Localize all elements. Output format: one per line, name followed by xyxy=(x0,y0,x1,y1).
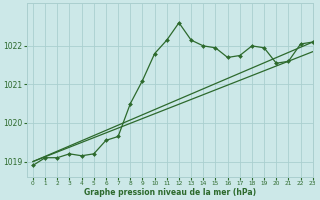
X-axis label: Graphe pression niveau de la mer (hPa): Graphe pression niveau de la mer (hPa) xyxy=(84,188,256,197)
